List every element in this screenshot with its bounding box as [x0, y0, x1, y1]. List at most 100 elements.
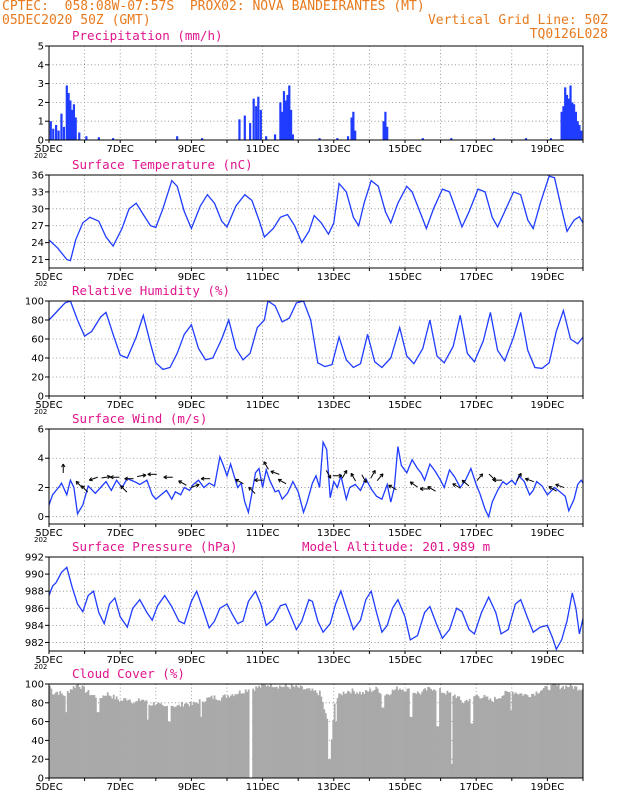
y-tick-label: 1 [38, 117, 44, 128]
header-run-date: 05DEC2020 50Z (GMT) [2, 13, 151, 28]
cloud-bar [267, 685, 269, 778]
cloud-bars [49, 684, 583, 778]
cloud-bar [60, 693, 63, 778]
cloud-bar [556, 685, 559, 778]
cloud-bar [342, 691, 345, 778]
y-tick-label: 2 [38, 483, 44, 494]
cloud-bar [405, 691, 407, 778]
cloud-bar [272, 687, 275, 778]
y-tick-label: 21 [31, 255, 44, 266]
cloud-bar [96, 712, 99, 778]
cloud-bar [244, 689, 247, 778]
y-tick-label: 40 [31, 736, 44, 747]
x-tick-label: 13DEC [317, 400, 351, 411]
x-tick-label: 17DEC [459, 782, 493, 793]
cloud-bar [443, 693, 446, 778]
cloud-bar [240, 693, 243, 778]
cloud-bar [124, 698, 127, 778]
year-label: 202 [34, 280, 47, 288]
wind-arrow [332, 473, 343, 478]
cloud-bar [209, 697, 211, 778]
y-tick-label: 80 [31, 316, 44, 327]
y-tick-label: 0 [38, 512, 44, 523]
cloud-bar [387, 694, 389, 778]
precip-bar [384, 111, 387, 140]
precip-bar [336, 138, 339, 140]
cloud-bar [333, 703, 336, 778]
cloud-bar [332, 720, 335, 778]
cloud-bar [103, 695, 106, 778]
precip-bar [255, 106, 258, 140]
cloud-bar [54, 692, 57, 778]
cloud-bar [198, 699, 201, 778]
cloud-bar [229, 695, 232, 778]
panel-frame [48, 45, 584, 141]
x-tick-label: 19DEC [531, 528, 565, 539]
cloud-bar [201, 701, 204, 778]
cloud-bar [433, 689, 435, 778]
cloud-bar [428, 687, 431, 778]
cloud-bar [539, 690, 542, 778]
x-tick-label: 15DEC [388, 782, 422, 793]
cloud-bar [57, 694, 60, 778]
cloud-bar [560, 687, 563, 778]
precip-bar [562, 106, 565, 140]
precip-bar [97, 137, 100, 140]
cloud-bar [492, 702, 495, 778]
cloud-bar [557, 684, 560, 778]
cloud-bar [289, 688, 292, 778]
precip-bar [354, 130, 357, 140]
precip-bar [74, 117, 77, 140]
precip-bar [565, 94, 569, 140]
precip-bar [580, 130, 583, 140]
x-tick-label: 9DEC [178, 272, 205, 283]
cloud-bar [523, 694, 526, 778]
cloud-bar [111, 698, 114, 778]
y-tick-label: 80 [31, 698, 44, 709]
precip-bar [286, 94, 289, 140]
x-tick-label: 15DEC [388, 144, 422, 155]
x-tick-label: 17DEC [459, 272, 493, 283]
precip-bar [257, 96, 260, 140]
year-label: 202 [34, 536, 47, 544]
cloud-bar [94, 697, 97, 778]
precip-bar [386, 126, 389, 140]
x-tick-label: 5DEC [35, 782, 62, 793]
cloud-bar [218, 700, 220, 778]
wind-arrow [124, 476, 134, 481]
precip-bar [200, 138, 204, 140]
wind-arrow [452, 483, 461, 489]
cloud-bar [459, 699, 462, 778]
cloud-bar [418, 693, 421, 778]
cloud-bar [135, 701, 137, 778]
y-tick-label: 0 [38, 136, 44, 147]
cloud-bar [115, 696, 118, 778]
cloud-bar [221, 697, 223, 778]
cloud-bar [468, 698, 471, 778]
wind-arrow [524, 477, 534, 483]
cloud-bar [264, 684, 266, 778]
cloud-bar [467, 701, 470, 778]
cloud-bar [307, 688, 309, 778]
cloud-bar [237, 693, 240, 778]
cloud-bar [298, 687, 300, 778]
cloud-bar [321, 701, 324, 778]
x-tick-label: 15DEC [388, 528, 422, 539]
cloud-bar [393, 690, 395, 778]
cloud-bar [138, 698, 140, 778]
cloud-bar [568, 687, 570, 778]
cloud-bar [275, 686, 278, 778]
cloud-bar [93, 695, 96, 778]
cloud-bar [74, 688, 76, 778]
cloud-bar [409, 716, 412, 778]
precip-bar [69, 100, 72, 140]
panel-frame [48, 683, 584, 779]
cloud-bar [449, 692, 452, 778]
cloud-bar [537, 693, 539, 778]
cloud-bar [109, 696, 112, 778]
cloud-bar [359, 691, 361, 778]
cloud-bar [99, 698, 102, 778]
x-tick-label: 13DEC [317, 528, 351, 539]
precip-bar [284, 100, 287, 140]
